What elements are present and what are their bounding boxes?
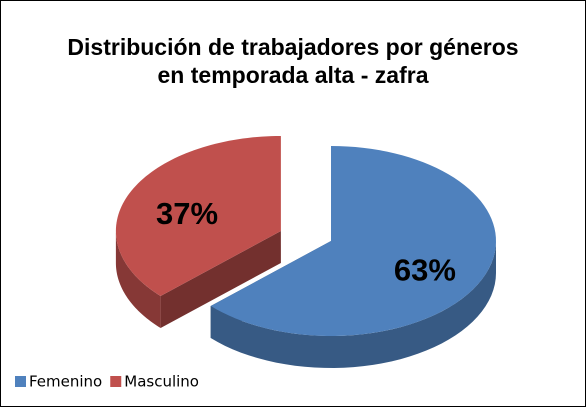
legend-label: Femenino [29, 373, 102, 391]
legend-swatch [110, 376, 122, 387]
chart-title: Distribución de trabajadores por géneros… [67, 34, 519, 88]
pie-slice [115, 135, 281, 297]
pie-slice [210, 146, 496, 336]
slice-wall [160, 230, 281, 329]
data-label: 63% [394, 253, 456, 288]
slice-side [115, 230, 161, 329]
slice-side [210, 241, 497, 368]
legend-swatch [15, 376, 26, 387]
data-label: 37% [156, 196, 218, 231]
legend-label: Masculino [124, 373, 199, 391]
